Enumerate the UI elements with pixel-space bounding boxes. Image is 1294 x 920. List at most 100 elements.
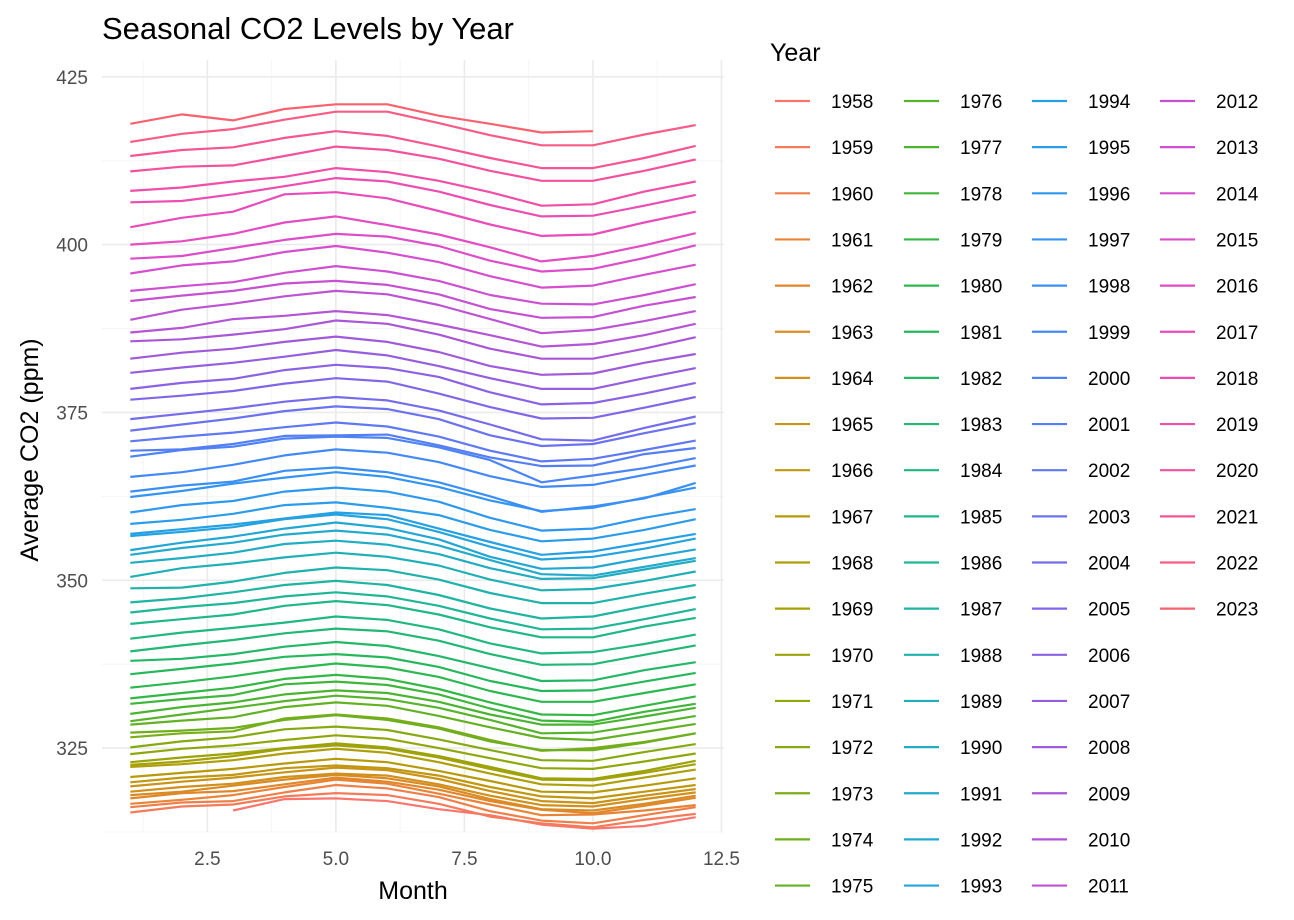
- legend-label-1975: 1975: [831, 877, 873, 898]
- legend-label-1986: 1986: [960, 554, 1002, 575]
- series-line-1983: [130, 627, 696, 666]
- legend-item-1983: 1983: [904, 415, 1002, 436]
- legend-label-2003: 2003: [1088, 507, 1130, 528]
- series-line-1999: [130, 448, 696, 488]
- legend-label-2008: 2008: [1088, 738, 1130, 759]
- series-line-1958: [232, 797, 696, 830]
- series-line-2013: [130, 265, 696, 306]
- series-line-2005: [130, 377, 696, 420]
- y-axis-ticks: 325 350 375 400 425: [56, 68, 88, 760]
- legend-item-1982: 1982: [904, 369, 1002, 390]
- series-line-2010: [130, 310, 696, 348]
- legend-label-1967: 1967: [831, 507, 873, 528]
- legend-item-1960: 1960: [775, 184, 873, 205]
- legend-item-1979: 1979: [904, 230, 1002, 251]
- chart-title: Seasonal CO2 Levels by Year: [102, 11, 514, 46]
- series-line-1973: [130, 713, 696, 752]
- legend-item-2022: 2022: [1160, 554, 1258, 575]
- series-line-1986: [130, 591, 696, 631]
- series-line-1985: [130, 600, 696, 639]
- legend-item-1988: 1988: [904, 646, 1002, 667]
- series-line-2006: [130, 363, 696, 406]
- series-line-2011: [130, 289, 696, 335]
- legend-label-2016: 2016: [1216, 277, 1258, 298]
- series-line-2003: [130, 405, 696, 448]
- legend-label-1998: 1998: [1088, 277, 1130, 298]
- legend-item-1969: 1969: [775, 600, 873, 621]
- legend-item-1994: 1994: [1032, 92, 1131, 113]
- legend-label-2021: 2021: [1216, 507, 1258, 528]
- legend-item-1995: 1995: [1032, 138, 1130, 159]
- legend-label-1997: 1997: [1088, 230, 1130, 251]
- series-line-1963: [130, 773, 696, 812]
- legend-label-2023: 2023: [1216, 600, 1258, 621]
- legend-label-1976: 1976: [960, 92, 1002, 113]
- legend-label-1960: 1960: [831, 184, 873, 205]
- legend-item-2019: 2019: [1160, 415, 1258, 436]
- legend-item-1966: 1966: [775, 461, 873, 482]
- legend-item-1992: 1992: [904, 830, 1002, 851]
- legend-label-1992: 1992: [960, 830, 1002, 851]
- series-line-1968: [130, 747, 696, 787]
- legend-item-1972: 1972: [775, 738, 873, 759]
- series-line-1982: [130, 640, 696, 683]
- legend-label-1981: 1981: [960, 323, 1002, 344]
- legend-label-1999: 1999: [1088, 323, 1130, 344]
- legend-label-1958: 1958: [831, 92, 873, 113]
- legend-item-1968: 1968: [775, 554, 873, 575]
- legend-item-2006: 2006: [1032, 646, 1130, 667]
- legend-label-1963: 1963: [831, 323, 873, 344]
- legend-item-2023: 2023: [1160, 600, 1258, 621]
- y-tick-label: 425: [56, 68, 88, 89]
- series-line-1977: [130, 689, 696, 726]
- legend-label-2000: 2000: [1088, 369, 1130, 390]
- series-line-1970: [130, 742, 696, 781]
- series-line-1972: [130, 725, 696, 762]
- series-line-1962: [130, 776, 696, 815]
- series-line-1964: [130, 772, 696, 808]
- legend-label-1989: 1989: [960, 692, 1002, 713]
- legend-item-1964: 1964: [775, 369, 874, 390]
- legend-item-1974: 1974: [775, 830, 874, 851]
- legend-items: 1958 1959 1960 1961 1962 1963 1964 1965 1966 1967…: [775, 92, 1259, 898]
- legend-item-2017: 2017: [1160, 323, 1258, 344]
- series-line-1967: [130, 757, 696, 794]
- legend-label-2022: 2022: [1216, 554, 1258, 575]
- legend-label-1982: 1982: [960, 369, 1002, 390]
- legend-item-1999: 1999: [1032, 323, 1130, 344]
- legend-label-2007: 2007: [1088, 692, 1130, 713]
- legend-item-2007: 2007: [1032, 692, 1130, 713]
- y-tick-label: 350: [56, 571, 88, 592]
- y-tick-label: 375: [56, 403, 88, 424]
- legend-label-1995: 1995: [1088, 138, 1130, 159]
- legend-item-1970: 1970: [775, 646, 873, 667]
- legend-label-1969: 1969: [831, 600, 873, 621]
- series-line-2021: [130, 130, 696, 170]
- legend-item-1996: 1996: [1032, 184, 1130, 205]
- legend-label-1974: 1974: [831, 830, 874, 851]
- series-line-2008: [130, 335, 696, 376]
- legend-item-1963: 1963: [775, 323, 873, 344]
- legend-label-1971: 1971: [831, 692, 873, 713]
- legend-label-2015: 2015: [1216, 230, 1258, 251]
- series-line-1988: [130, 566, 696, 605]
- legend-label-2010: 2010: [1088, 830, 1130, 851]
- series-line-1969: [130, 744, 696, 782]
- legend-label-2018: 2018: [1216, 369, 1258, 390]
- series-line-1993: [130, 513, 696, 561]
- legend-label-1988: 1988: [960, 646, 1002, 667]
- legend-label-2009: 2009: [1088, 784, 1130, 805]
- legend-item-2012: 2012: [1160, 92, 1258, 113]
- legend-label-1977: 1977: [960, 138, 1002, 159]
- legend-item-1998: 1998: [1032, 277, 1130, 298]
- legend-title: Year: [770, 39, 821, 67]
- series-line-1959: [130, 792, 696, 829]
- legend-item-1997: 1997: [1032, 230, 1130, 251]
- legend-label-1962: 1962: [831, 277, 873, 298]
- legend-label-1966: 1966: [831, 461, 873, 482]
- legend-item-1962: 1962: [775, 277, 873, 298]
- series-line-2002: [130, 421, 696, 463]
- series-line-1980: [130, 662, 696, 703]
- series-line-1998: [130, 466, 697, 513]
